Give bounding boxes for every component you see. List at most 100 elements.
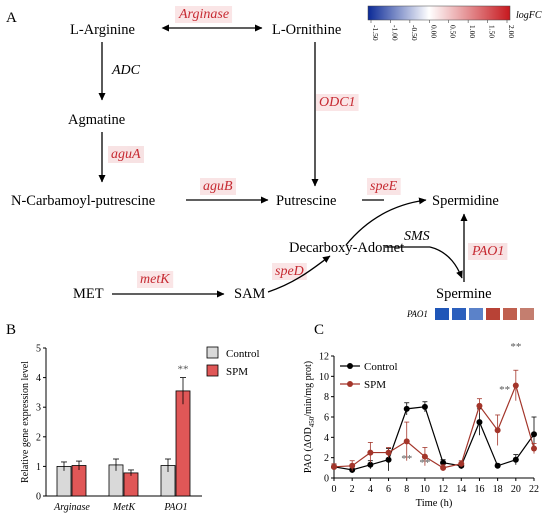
legend-c-spm-marker xyxy=(347,381,353,387)
enzyme-metk: metK xyxy=(140,272,170,287)
b-x-tick-label: MetK xyxy=(112,502,137,513)
c-series-line-control xyxy=(333,406,535,471)
c-x-tick-label: 10 xyxy=(420,484,430,495)
bar-chart: 0 1 2 3 4 5 Relative gene expression level Argi… xyxy=(20,344,202,513)
c-point-control xyxy=(403,405,410,412)
c-series-line-spm xyxy=(333,383,535,469)
logfc-title: logFC xyxy=(516,10,542,21)
pao1-heat-strip xyxy=(435,308,534,320)
enzyme-agua: aguA xyxy=(111,147,141,162)
heat-box-agua xyxy=(108,146,144,163)
c-y-tick-label: 8 xyxy=(324,392,329,403)
c-y-tick-label: 4 xyxy=(324,433,329,444)
pao1-strip-cell xyxy=(486,308,500,320)
arrow-putrescine-spermidine xyxy=(345,197,427,246)
c-point-spm xyxy=(531,445,537,452)
heat-box-arginase xyxy=(175,6,233,23)
c-point-spm xyxy=(403,438,410,445)
c-point-spm xyxy=(458,460,465,467)
legend-c-control-marker xyxy=(347,363,353,369)
legend-b-control-label: Control xyxy=(226,348,260,360)
c-point-control xyxy=(385,456,392,463)
heat-box-odc1 xyxy=(316,94,359,111)
node-agmatine: Agmatine xyxy=(68,112,125,128)
enzyme-spee: speE xyxy=(370,179,398,194)
c-point-spm xyxy=(440,464,447,471)
c-y-tick-label: 6 xyxy=(324,413,329,424)
c-point-spm xyxy=(476,402,483,409)
logfc-tick-label: 1.00 xyxy=(468,25,477,38)
c-point-spm xyxy=(367,449,374,456)
c-significance-mark: ** xyxy=(401,453,412,465)
c-x-tick-label: 22 xyxy=(529,484,539,495)
enzyme-sms: SMS xyxy=(404,229,430,244)
pao1-strip-label: PAO1 xyxy=(406,309,428,319)
c-point-control xyxy=(494,462,501,469)
pao1-strip-cell xyxy=(452,308,466,320)
pao1-strip-cell xyxy=(520,308,534,320)
c-significance-mark: ** xyxy=(419,457,430,469)
logfc-tick-label: -0.50 xyxy=(410,25,419,41)
logfc-tick-label: 0.00 xyxy=(429,25,438,38)
legend-c: Control SPM xyxy=(340,361,398,391)
node-arginine: L-Arginine xyxy=(70,22,135,38)
enzyme-agub: aguB xyxy=(203,179,233,194)
c-point-control xyxy=(421,403,428,410)
c-significance-mark: ** xyxy=(499,384,510,396)
heat-box-sped xyxy=(272,263,307,280)
logfc-tick-label: 2.00 xyxy=(507,25,516,38)
c-x-tick-label: 8 xyxy=(404,484,409,495)
enzyme-odc1: ODC1 xyxy=(319,95,356,110)
b-y-tick-label: 2 xyxy=(36,432,41,443)
c-x-tick-label: 12 xyxy=(438,484,448,495)
enzyme-sped: speD xyxy=(275,264,304,279)
c-y-tick-label: 2 xyxy=(324,453,329,464)
legend-c-spm-label: SPM xyxy=(364,379,386,391)
node-sam: SAM xyxy=(234,286,266,302)
node-met: MET xyxy=(73,286,104,302)
legend-b-spm-swatch xyxy=(206,364,219,377)
c-y-tick-label: 10 xyxy=(319,372,329,383)
b-y-tick-label: 3 xyxy=(36,403,41,414)
heat-box-metk xyxy=(137,271,174,288)
enzyme-pao1: PAO1 xyxy=(471,244,504,259)
c-x-tick-label: 16 xyxy=(474,484,484,495)
c-point-control xyxy=(367,461,374,468)
node-putrescine: Putrescine xyxy=(276,193,336,209)
c-point-control xyxy=(440,459,447,466)
c-point-spm xyxy=(349,462,356,469)
b-y-tick-label: 4 xyxy=(36,373,41,384)
arrow-spermidine-spermine xyxy=(429,246,463,279)
b-y-axis-label: Relative gene expression level xyxy=(20,361,31,483)
heat-box-agub xyxy=(200,178,236,195)
logfc-colorbar xyxy=(367,5,511,21)
bar-spm-pao1 xyxy=(175,390,191,497)
heat-box-pao1 xyxy=(468,243,508,260)
c-x-tick-label: 0 xyxy=(332,484,337,495)
node-carbamoyl-putrescine: N-Carbamoyl-putrescine xyxy=(11,193,155,209)
node-spermidine: Spermidine xyxy=(432,193,499,209)
c-x-axis-label: Time (h) xyxy=(416,498,453,509)
c-y-tick-label: 12 xyxy=(319,352,329,363)
pao1-strip-cell xyxy=(503,308,517,320)
c-x-tick-label: 18 xyxy=(493,484,503,495)
heat-box-spee xyxy=(367,178,401,195)
panel-label-c: C xyxy=(314,322,324,338)
c-x-tick-label: 4 xyxy=(368,484,373,495)
b-y-tick-label: 5 xyxy=(36,344,41,355)
c-x-tick-label: 20 xyxy=(511,484,521,495)
panel-label-b: B xyxy=(6,322,16,338)
enzyme-adc: ADC xyxy=(111,63,141,78)
c-point-spm xyxy=(512,382,519,389)
b-y-tick-label: 1 xyxy=(36,462,41,473)
arrow-sam-decarboxy xyxy=(267,255,331,293)
legend-c-control-label: Control xyxy=(364,361,398,373)
line-chart: 0 2 4 6 8 10 12 0 2 4 6 8 10 12 14 16 18 20 22 Time (h) PAO … xyxy=(303,341,539,509)
c-y-tick-label: 0 xyxy=(324,474,329,485)
logfc-tick-label: -1.00 xyxy=(390,25,399,41)
node-ornithine: L-Ornithine xyxy=(272,22,341,38)
b-y-tick-label: 0 xyxy=(36,492,41,503)
c-x-tick-label: 2 xyxy=(350,484,355,495)
legend-b: Control SPM xyxy=(206,346,260,378)
